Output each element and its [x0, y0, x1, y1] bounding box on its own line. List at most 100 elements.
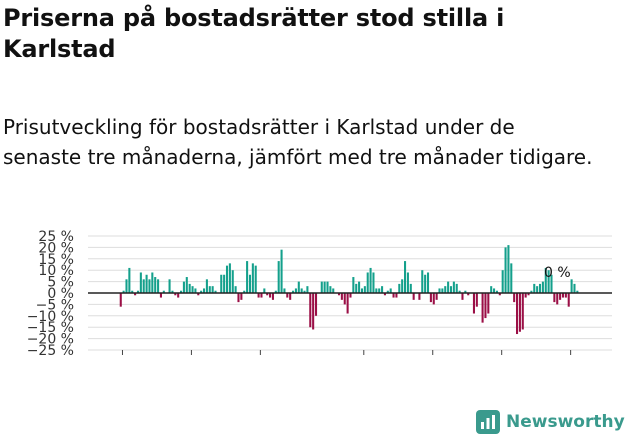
bar	[559, 293, 562, 300]
bar	[320, 281, 323, 293]
bar	[289, 293, 292, 300]
bar	[521, 293, 524, 330]
bar	[246, 261, 249, 293]
bar	[292, 290, 295, 293]
bar	[375, 288, 378, 293]
bar	[449, 286, 453, 293]
bar	[392, 293, 395, 298]
bar	[366, 272, 369, 293]
y-tick-label: 20 %	[38, 240, 74, 256]
bar	[395, 293, 398, 298]
bar	[188, 283, 191, 293]
bar-series	[119, 245, 579, 335]
bar	[355, 283, 358, 293]
bar	[538, 283, 542, 293]
bar	[516, 293, 519, 335]
bar	[576, 290, 579, 293]
y-axis-labels: 25 %20 %15 %10 %5 %0 %−5 %−10 %−15 %−20 …	[27, 229, 74, 359]
bar	[263, 288, 266, 293]
bar	[122, 290, 125, 293]
bar	[312, 293, 315, 330]
bar	[541, 281, 544, 293]
bar	[352, 277, 355, 293]
x-axis-labels: 2012 2014 2016 2019 2021 2023 2025	[103, 359, 589, 360]
bar	[200, 290, 203, 293]
newsworthy-brand[interactable]: Newsworthy	[476, 408, 625, 436]
bar	[358, 281, 361, 293]
bar	[458, 290, 461, 293]
bar	[266, 293, 269, 296]
bar	[254, 265, 257, 293]
bar	[527, 293, 530, 296]
brand-name: Newsworthy	[506, 412, 625, 432]
bar	[435, 293, 438, 300]
x-axis-ticks	[121, 350, 572, 355]
bar	[145, 274, 148, 293]
x-tick-label: 2019	[345, 359, 383, 360]
bar	[157, 279, 160, 293]
bar	[136, 290, 140, 293]
bar	[556, 293, 559, 305]
bar	[544, 267, 547, 293]
bar	[360, 288, 364, 293]
bar	[283, 288, 286, 293]
bar	[211, 286, 214, 293]
y-tick-label: 10 %	[38, 263, 74, 279]
bar	[326, 281, 329, 293]
bar	[142, 279, 145, 293]
bar	[228, 263, 231, 293]
bar	[504, 247, 507, 293]
bar	[530, 290, 533, 293]
bar	[383, 293, 386, 296]
bar	[452, 281, 455, 293]
bar	[455, 283, 458, 293]
bar	[421, 270, 424, 293]
bar	[438, 288, 441, 293]
bar	[389, 288, 392, 293]
bar	[409, 283, 412, 293]
bar	[332, 288, 335, 293]
bar	[131, 290, 134, 293]
bar	[148, 279, 151, 293]
bar	[329, 286, 332, 293]
bar	[214, 290, 217, 293]
bar	[180, 290, 183, 293]
bar	[257, 293, 260, 298]
bar	[134, 293, 137, 296]
bar	[248, 274, 252, 293]
y-tick-label: −25 %	[27, 343, 74, 359]
y-gridlines	[88, 235, 612, 351]
bar	[280, 249, 283, 293]
y-tick-label: 5 %	[47, 275, 74, 291]
x-tick-label: 2025	[552, 359, 590, 360]
bar	[573, 283, 576, 293]
bar	[177, 293, 180, 298]
bar	[493, 288, 496, 293]
y-tick-label: −10 %	[27, 309, 74, 325]
y-tick-label: 15 %	[38, 252, 74, 268]
bar	[174, 293, 177, 296]
bar	[205, 279, 208, 293]
y-tick-label: 0 %	[47, 286, 74, 302]
bar	[561, 293, 565, 298]
bar	[349, 293, 352, 298]
bar	[363, 286, 366, 293]
bar	[346, 293, 349, 314]
bar	[294, 288, 297, 293]
bar	[309, 293, 312, 328]
bar	[495, 290, 498, 293]
bar	[404, 261, 407, 293]
bar	[510, 263, 513, 293]
bar	[444, 286, 447, 293]
bar	[564, 293, 567, 298]
bar	[378, 288, 381, 293]
bar	[467, 293, 470, 296]
bar	[286, 293, 289, 298]
x-tick-label: 2023	[483, 359, 521, 360]
x-tick-label: 2012	[103, 359, 141, 360]
bar	[237, 293, 240, 303]
bar	[151, 272, 154, 293]
bar	[406, 272, 409, 293]
bar	[323, 281, 326, 293]
bar	[401, 279, 404, 293]
